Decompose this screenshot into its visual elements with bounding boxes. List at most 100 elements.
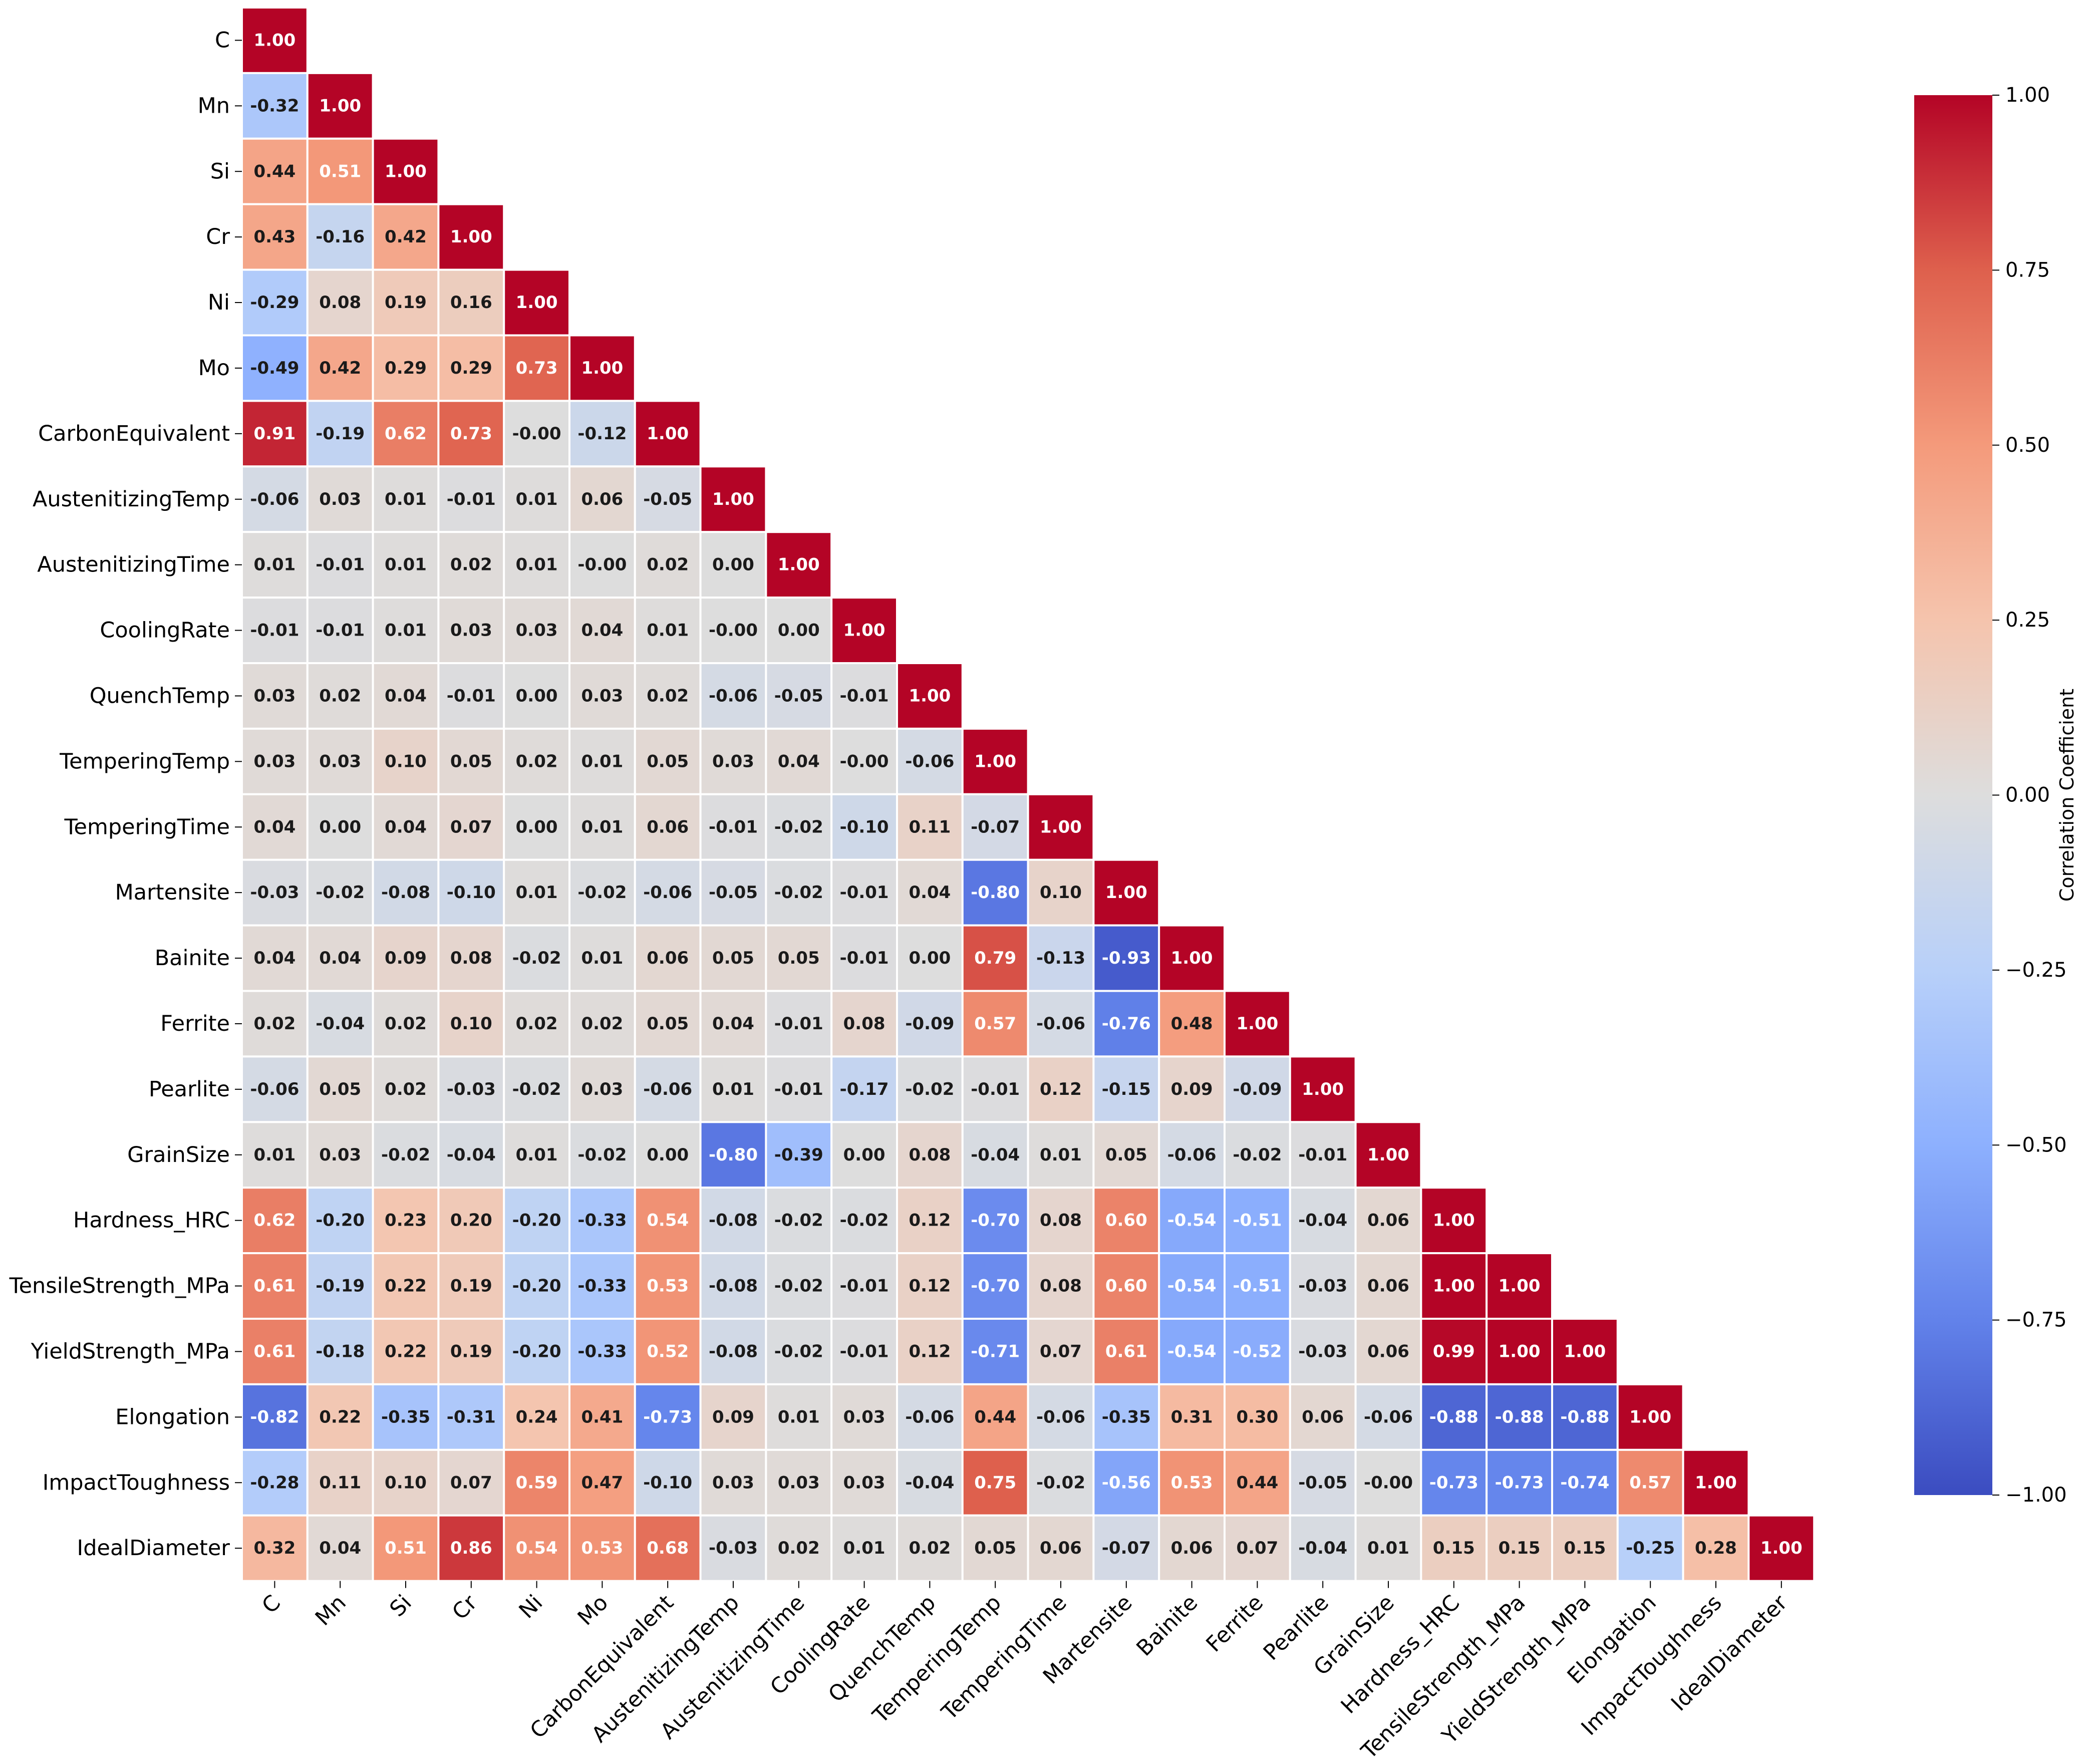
cell-value-cr-c: 0.43 <box>253 227 295 247</box>
cell-value-temperingtemp-quenchtemp: -0.06 <box>905 751 954 771</box>
cell-value-ferrite-austenitizingtime: -0.01 <box>774 1014 823 1034</box>
cell-value-elongation-hardness-hrc: -0.88 <box>1429 1407 1478 1427</box>
heatmap-cell-pearlite-carbonequivalent <box>634 1055 702 1123</box>
cell-value-martensite-temperingtemp: -0.80 <box>971 883 1020 903</box>
heatmap-cell-impacttoughness-elongation <box>1616 1448 1684 1517</box>
heatmap-cell-austenitizingtime-austenitizingtime <box>765 531 833 599</box>
cell-value-idealdiameter-c: 0.32 <box>253 1538 295 1558</box>
x-tick-label-ferrite: Ferrite <box>1202 1590 1268 1657</box>
y-tick-label-c: C <box>215 28 230 53</box>
cell-value-ferrite-quenchtemp: -0.09 <box>905 1014 954 1034</box>
cell-value-elongation-bainite: 0.31 <box>1171 1407 1213 1427</box>
heatmap-cell-pearlite-quenchtemp <box>896 1055 964 1123</box>
cell-value-idealdiameter-ni: 0.54 <box>516 1538 558 1558</box>
heatmap-cell-tensilestrength-mpa-si <box>372 1252 440 1320</box>
cell-value-pearlite-mn: 0.05 <box>319 1079 361 1099</box>
heatmap-cell-carbonequivalent-c <box>241 400 309 468</box>
heatmap-cell-coolingrate-mo <box>568 597 636 664</box>
cell-value-temperingtime-ni: 0.00 <box>516 817 558 837</box>
heatmap-cell-bainite-quenchtemp <box>896 924 964 992</box>
y-tick-label-cr: Cr <box>206 224 230 249</box>
cell-value-tensilestrength-mpa-temperingtime: 0.08 <box>1040 1276 1082 1296</box>
heatmap-cell-temperingtemp-mo <box>568 727 636 795</box>
cell-value-austenitizingtemp-ni: 0.01 <box>516 489 558 509</box>
heatmap-cell-yieldstrength-mpa-austenitizingtime <box>765 1318 833 1385</box>
cell-value-impacttoughness-bainite: 0.53 <box>1171 1473 1213 1493</box>
cell-value-tensilestrength-mpa-austenitizingtime: -0.02 <box>774 1276 823 1296</box>
heatmap-cell-martensite-martensite <box>1092 858 1160 927</box>
cell-value-temperingtemp-austenitizingtemp: 0.03 <box>712 751 754 771</box>
cell-value-tensilestrength-mpa-mn: -0.19 <box>316 1276 365 1296</box>
heatmap-cell-impacttoughness-coolingrate <box>830 1448 898 1517</box>
cell-value-temperingtime-c: 0.04 <box>253 817 295 837</box>
heatmap-cell-temperingtime-c <box>241 793 309 861</box>
cell-value-martensite-martensite: 1.00 <box>1105 883 1147 903</box>
y-tick-label-austenitizingtemp: AustenitizingTemp <box>33 487 230 512</box>
heatmap-cell-carbonequivalent-mn <box>306 400 374 468</box>
heatmap-cell-idealdiameter-yieldstrength-mpa <box>1551 1514 1619 1582</box>
x-tick-labels: C Mn Si Cr Ni MoCarbonEquivalentAustenitizing… <box>257 1581 1793 1764</box>
y-tick-label-tensilestrength-mpa: TensileStrength_MPa <box>9 1274 230 1299</box>
heatmap-cells: 1.00 -0.32 1.00 0.44 0.51 1.00 0.43 -0.16 0.42 1.… <box>241 7 1816 1582</box>
cell-value-si-mn: 0.51 <box>319 161 361 181</box>
cell-value-austenitizingtime-cr: 0.02 <box>450 555 492 575</box>
cell-value-quenchtemp-cr: -0.01 <box>447 686 496 706</box>
cell-value-ferrite-ferrite: 1.00 <box>1236 1014 1278 1034</box>
heatmap-cell-ferrite-c <box>241 990 309 1058</box>
heatmap-cell-quenchtemp-cr <box>437 662 505 730</box>
cell-value-grainsize-austenitizingtemp: -0.80 <box>709 1145 758 1165</box>
x-tick-label-si: Si <box>385 1590 417 1622</box>
cell-value-mo-ni: 0.73 <box>516 358 558 378</box>
heatmap-cell-temperingtemp-c <box>241 727 309 795</box>
cell-value-pearlite-ni: -0.02 <box>512 1079 561 1099</box>
cell-value-temperingtime-carbonequivalent: 0.06 <box>647 817 689 837</box>
cell-value-austenitizingtime-ni: 0.01 <box>516 555 558 575</box>
cell-value-hardness-hrc-ferrite: -0.51 <box>1233 1211 1282 1231</box>
heatmap-cell-temperingtemp-austenitizingtime <box>765 727 833 795</box>
cell-value-impacttoughness-elongation: 0.57 <box>1629 1473 1671 1493</box>
heatmap-cell-idealdiameter-impacttoughness <box>1682 1514 1750 1582</box>
cell-value-tensilestrength-mpa-tensilestrength-mpa: 1.00 <box>1499 1276 1541 1296</box>
cell-value-quenchtemp-coolingrate: -0.01 <box>840 686 889 706</box>
cell-value-tensilestrength-mpa-coolingrate: -0.01 <box>840 1276 889 1296</box>
heatmap-cell-tensilestrength-mpa-ferrite <box>1224 1252 1291 1320</box>
cell-value-pearlite-si: 0.02 <box>385 1079 427 1099</box>
cell-value-hardness-hrc-austenitizingtime: -0.02 <box>774 1211 823 1231</box>
heatmap-cell-cr-cr <box>437 203 505 271</box>
y-tick-label-temperingtime: TemperingTime <box>64 814 230 839</box>
cell-value-c-c: 1.00 <box>253 30 295 50</box>
heatmap-cell-martensite-carbonequivalent <box>634 858 702 927</box>
heatmap-cell-bainite-bainite <box>1158 924 1226 992</box>
cell-value-tensilestrength-mpa-carbonequivalent: 0.53 <box>647 1276 689 1296</box>
cell-value-elongation-pearlite: 0.06 <box>1302 1407 1344 1427</box>
heatmap-cell-yieldstrength-mpa-c <box>241 1318 309 1385</box>
cell-value-tensilestrength-mpa-mo: -0.33 <box>577 1276 627 1296</box>
cell-value-si-si: 1.00 <box>385 161 427 181</box>
cell-value-yieldstrength-mpa-si: 0.22 <box>385 1341 427 1361</box>
heatmap-cell-yieldstrength-mpa-mo <box>568 1318 636 1385</box>
heatmap-cell-yieldstrength-mpa-bainite <box>1158 1318 1226 1385</box>
cell-value-martensite-quenchtemp: 0.04 <box>909 883 951 903</box>
x-tick-label-idealdiameter: IdealDiameter <box>1666 1590 1793 1716</box>
heatmap-cell-hardness-hrc-pearlite <box>1289 1187 1357 1255</box>
cell-value-tensilestrength-mpa-quenchtemp: 0.12 <box>909 1276 951 1296</box>
cell-value-ferrite-si: 0.02 <box>385 1014 427 1034</box>
cell-value-ferrite-mo: 0.02 <box>581 1014 623 1034</box>
cell-value-cr-si: 0.42 <box>385 227 427 247</box>
heatmap-cell-impacttoughness-hardness-hrc <box>1420 1448 1488 1517</box>
cell-value-coolingrate-c: -0.01 <box>250 621 299 641</box>
cell-value-quenchtemp-austenitizingtemp: -0.06 <box>709 686 758 706</box>
cell-value-impacttoughness-c: -0.28 <box>250 1473 299 1493</box>
cell-value-martensite-mn: -0.02 <box>316 883 365 903</box>
heatmap-cell-pearlite-bainite <box>1158 1055 1226 1123</box>
cell-value-idealdiameter-temperingtime: 0.06 <box>1040 1538 1082 1558</box>
cell-value-elongation-ferrite: 0.30 <box>1236 1407 1278 1427</box>
cell-value-pearlite-pearlite: 1.00 <box>1302 1079 1344 1099</box>
cell-value-grainsize-ni: 0.01 <box>516 1145 558 1165</box>
heatmap-cell-pearlite-temperingtime <box>1027 1055 1095 1123</box>
cell-value-carbonequivalent-si: 0.62 <box>385 424 427 444</box>
cell-value-austenitizingtime-austenitizingtemp: 0.00 <box>712 555 754 575</box>
heatmap-cell-mo-ni <box>503 334 571 402</box>
heatmap-cell-temperingtemp-quenchtemp <box>896 727 964 795</box>
heatmap-cell-ferrite-martensite <box>1092 990 1160 1058</box>
